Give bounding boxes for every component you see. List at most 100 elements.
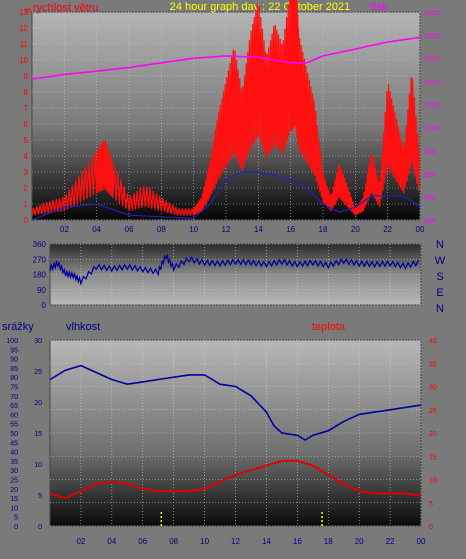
- pressure-y-tick-label: 1010: [424, 79, 440, 86]
- climate-x-tick-label: 18: [324, 537, 333, 546]
- wind-y-tick-label: 3: [24, 168, 29, 177]
- climate-panel-gridlines: [50, 339, 422, 527]
- temperature-y-tick-label: 25: [429, 408, 437, 415]
- wind-y-tick-label: 5: [24, 136, 29, 145]
- pressure-y-ticks: 980 985 990 995 1000 1005 1010 1015 1020 1025: [424, 10, 440, 225]
- humidity-y-tick-label: 25: [34, 369, 42, 376]
- climate-x-ticks: 02 04 06 08 10 12 14 16 18 20 22 00: [76, 537, 426, 546]
- wind-x-tick-label: 18: [319, 225, 328, 234]
- climate-x-tick-label: 00: [417, 537, 426, 546]
- pressure-y-tick-label: 1025: [424, 10, 440, 17]
- climate-x-tick-label: 02: [76, 537, 85, 546]
- wind-y-tick-label: 7: [24, 104, 29, 113]
- humidity-y-tick-label: 30: [34, 338, 42, 345]
- wind-x-tick-label: 00: [416, 225, 425, 234]
- wind-y-tick-label: 12: [19, 24, 28, 33]
- rain-y-tick-label: 65: [10, 403, 18, 410]
- humidity-series: [49, 364, 422, 441]
- rain-y-tick-label: 10: [10, 505, 18, 512]
- climate-x-tick-label: 12: [231, 537, 240, 546]
- temperature-y-tick-label: 35: [429, 361, 437, 368]
- rain-y-tick-label: 5: [14, 515, 18, 522]
- wind-secondary-series: [31, 171, 421, 221]
- pressure-y-tick-label: 995: [424, 149, 436, 156]
- wind-y-tick-label: 2: [24, 184, 29, 193]
- temperature-series: [49, 459, 422, 500]
- temperature-y-tick-label: 10: [429, 478, 437, 485]
- rain-y-tick-label: 25: [10, 478, 18, 485]
- compass-label: S: [436, 271, 443, 283]
- wind-x-tick-label: 06: [125, 225, 134, 234]
- rain-y-tick-label: 15: [10, 496, 18, 503]
- rain-y-tick-label: 55: [10, 422, 18, 429]
- rain-y-ticks: 0 5 10 15 20 25 30 35 40 45 50 55 60 65 70 75 80 85 90 95 10…: [6, 338, 18, 531]
- wind-y-tick-label: 13: [19, 8, 28, 17]
- temperature-y-tick-label: 15: [429, 454, 437, 461]
- temperature-y-tick-label: 5: [429, 501, 433, 508]
- pressure-axis-label: tlak: [370, 1, 388, 13]
- direction-panel-gridlines: [50, 243, 422, 306]
- chart-title: 24 hour graph day : 22 October 2021: [170, 1, 350, 13]
- humidity-y-tick-label: 10: [34, 462, 42, 469]
- pressure-y-tick-label: 980: [424, 218, 436, 225]
- climate-x-tick-label: 14: [262, 537, 271, 546]
- direction-y-tick-label: 90: [37, 286, 46, 295]
- temperature-y-ticks: 0 5 10 15 20 25 30 35 40: [429, 338, 437, 531]
- humidity-y-tick-label: 0: [38, 524, 42, 531]
- wind-direction-series: [49, 253, 419, 286]
- climate-x-tick-label: 20: [355, 537, 364, 546]
- humidity-y-tick-label: 20: [34, 400, 42, 407]
- humidity-y-ticks: 0 5 10 15 20 25 30: [34, 338, 42, 531]
- rain-y-tick-label: 95: [10, 347, 18, 354]
- rain-y-tick-label: 70: [10, 394, 18, 401]
- pressure-y-tick-label: 1020: [424, 33, 440, 40]
- wind-x-tick-label: 22: [383, 225, 392, 234]
- compass-label: E: [436, 287, 443, 299]
- wind-y-tick-label: 4: [24, 152, 29, 161]
- climate-x-tick-label: 22: [386, 537, 395, 546]
- temperature-y-tick-label: 0: [429, 524, 433, 531]
- direction-y-ticks: 0 90 180 270 360: [33, 240, 47, 310]
- wind-x-tick-label: 08: [157, 225, 166, 234]
- rain-y-tick-label: 50: [10, 431, 18, 438]
- humidity-axis-label: vlhkost: [66, 321, 100, 333]
- humidity-y-tick-label: 5: [38, 493, 42, 500]
- rain-y-tick-label: 60: [10, 412, 18, 419]
- wind-y-tick-label: 8: [24, 88, 29, 97]
- pressure-y-tick-label: 985: [424, 195, 436, 202]
- wind-x-tick-label: 16: [286, 225, 295, 234]
- rain-y-tick-label: 20: [10, 487, 18, 494]
- pressure-y-tick-label: 1000: [424, 126, 440, 133]
- wind-x-tick-label: 10: [189, 225, 198, 234]
- direction-y-tick-label: 360: [33, 240, 47, 249]
- compass-label: W: [435, 255, 446, 267]
- rain-y-tick-label: 85: [10, 366, 18, 373]
- wind-unit-label: m: [25, 6, 32, 15]
- pressure-y-tick-label: 990: [424, 172, 436, 179]
- wind-speed-series: [31, 0, 420, 216]
- pressure-series: [31, 36, 421, 80]
- direction-y-tick-label: 270: [33, 255, 47, 264]
- wind-y-tick-label: 10: [19, 56, 28, 65]
- rain-y-tick-label: 80: [10, 375, 18, 382]
- rain-y-tick-label: 100: [6, 338, 18, 345]
- wind-axis-label: rychlost větru: [33, 2, 98, 14]
- temperature-y-tick-label: 20: [429, 431, 437, 438]
- wind-x-tick-label: 14: [254, 225, 263, 234]
- wind-y-tick-label: 9: [24, 72, 29, 81]
- climate-x-tick-label: 04: [107, 537, 116, 546]
- wind-x-tick-label: 04: [92, 225, 101, 234]
- rain-y-tick-label: 45: [10, 440, 18, 447]
- humidity-y-tick-label: 15: [34, 431, 42, 438]
- climate-x-tick-label: 16: [293, 537, 302, 546]
- compass-label: N: [436, 239, 444, 251]
- wind-y-tick-label: 6: [24, 120, 29, 129]
- pressure-y-tick-label: 1015: [424, 56, 440, 63]
- temperature-y-tick-label: 30: [429, 385, 437, 392]
- compass-label: N: [436, 303, 444, 315]
- rain-y-tick-label: 30: [10, 468, 18, 475]
